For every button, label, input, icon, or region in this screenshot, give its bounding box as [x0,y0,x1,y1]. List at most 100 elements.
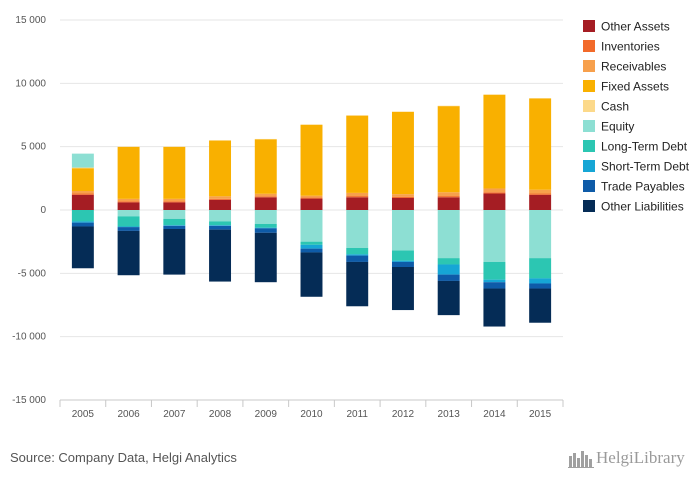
bar-segment [346,248,369,255]
bar-segment [437,274,460,281]
bar-segment [346,261,369,307]
bar-segment [300,252,323,297]
bar-segment [483,210,506,262]
bar-segment [71,153,94,168]
legend-swatch [583,180,595,192]
bar-segment [163,198,186,202]
bar-segment [483,188,506,193]
bars [71,94,552,327]
legend-label: Other Liabilities [601,200,684,214]
legend-swatch [583,120,595,132]
bar-segment [391,267,414,311]
y-tick-label: -5 000 [18,268,47,279]
bar-segment [117,227,140,231]
bar-segment [71,191,94,194]
y-tick-label: 5 000 [21,142,46,153]
bar-segment [300,210,323,242]
legend-swatch [583,100,595,112]
bar-segment [300,241,323,245]
x-tick-label: 2006 [117,409,140,420]
legend-swatch [583,40,595,52]
legend-swatch [583,20,595,32]
bar-segment [254,227,277,229]
logo-text: HelgiLibrary [596,448,685,467]
bar-segment [529,210,552,259]
bar-segment [163,218,186,226]
bar-segment [71,221,94,223]
legend: Other Assets Inventories Receivables Fixed … [583,20,690,214]
bar-segment [346,255,369,262]
bar-segment [71,194,94,210]
bar-segment [117,230,140,276]
bar-segment [483,94,506,189]
bar-segment [117,226,140,228]
legend-swatch [583,200,595,212]
bar-segment [300,198,323,210]
bar-segment [209,199,232,210]
bar-segment [346,192,369,197]
legend-swatch [583,80,595,92]
bar-segment [163,202,186,210]
bar-segment [300,244,323,249]
legend-label: Long-Term Debt [601,140,688,154]
bar-segment [163,210,186,219]
bar-segment [391,111,414,195]
bar-segment [346,115,369,193]
bar-segment [483,193,506,210]
bar-segment [437,210,460,259]
bar-segment [437,258,460,265]
bar-segment [483,192,506,194]
x-tick-label: 2010 [300,409,323,420]
bar-segment [391,210,414,251]
bar-segment [71,168,94,191]
bar-segment [529,258,552,279]
bar-segment [300,248,323,253]
bar-segment [300,124,323,196]
bar-segment [437,197,460,210]
legend-label: Inventories [601,40,660,54]
bar-segment [437,196,460,198]
bar-segment [163,229,186,275]
bar-segment [254,139,277,194]
bar-segment [71,167,94,169]
legend-label: Trade Payables [601,180,685,194]
y-tick-label: 15 000 [15,15,46,26]
bar-segment [163,201,186,203]
bar-segment [346,197,369,210]
bar-segment [300,197,323,199]
x-tick-label: 2009 [255,409,278,420]
bar-segment [209,140,232,197]
library-books-icon [568,451,594,468]
bar-segment [391,260,414,262]
bar-segment [209,225,232,226]
bar-segment [117,201,140,203]
axes: 15 000 10 000 5 000 0 -5 000 -10 000 -15 000 20… [12,15,564,420]
bar-segment [71,210,94,222]
bar-segment [391,196,414,198]
y-tick-label: -10 000 [12,332,46,343]
bar-segment [71,226,94,269]
x-tick-label: 2013 [438,409,461,420]
bar-segment [209,210,232,222]
bar-segment [529,283,552,289]
legend-label: Equity [601,120,634,134]
bar-segment [117,202,140,210]
bar-segment [437,106,460,193]
bar-segment [117,210,140,217]
y-tick-label: 10 000 [15,78,46,89]
bar-segment [254,193,277,197]
bar-segment [117,146,140,199]
bar-segment [346,196,369,198]
bar-segment [529,278,552,284]
legend-label: Short-Term Debt [601,160,690,174]
x-tick-label: 2015 [529,409,552,420]
source-note: Source: Company Data, Helgi Analytics [10,450,237,465]
x-tick-label: 2012 [392,409,415,420]
bar-segment [529,189,552,194]
bar-segment [391,197,414,210]
bar-segment [254,197,277,210]
bar-segment [209,225,232,230]
bar-segment [254,196,277,198]
bar-segment [209,221,232,226]
y-tick-label: -15 000 [12,395,46,406]
